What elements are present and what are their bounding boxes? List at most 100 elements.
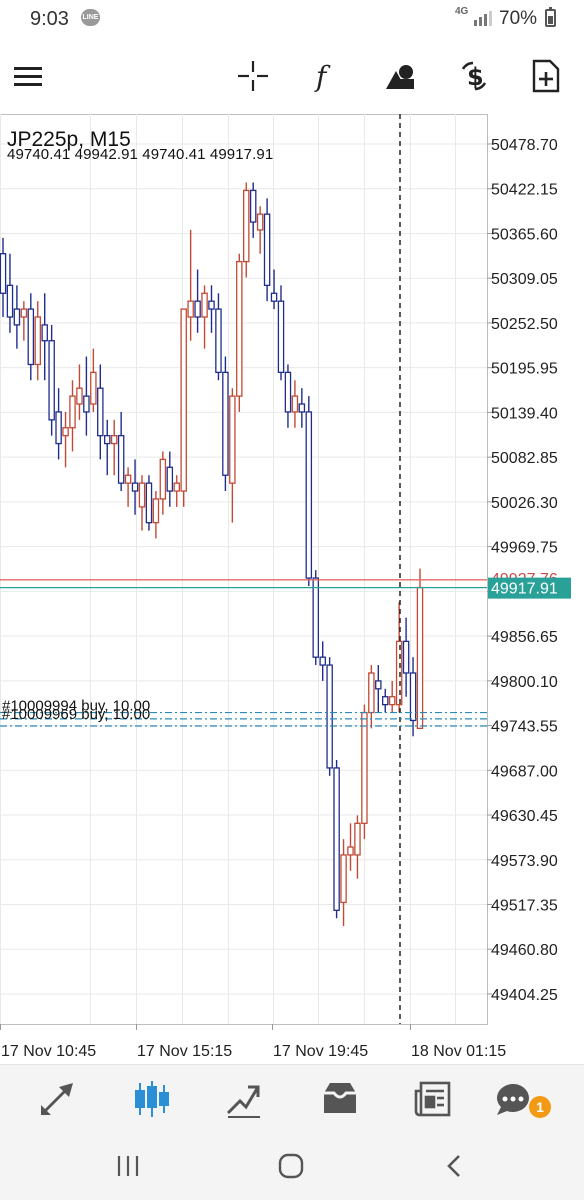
y-tick-label: 49969.75 xyxy=(491,540,558,557)
candle-body xyxy=(34,316,42,366)
candle-body xyxy=(124,474,132,484)
candle-body xyxy=(284,371,292,413)
candle-body xyxy=(48,340,55,421)
candle-body xyxy=(229,395,236,484)
battery-percent: 70% xyxy=(499,8,538,29)
y-tick-label: 50195.95 xyxy=(491,361,558,378)
ask-price-label: 49917.91 xyxy=(491,581,558,598)
candle-body xyxy=(354,822,361,856)
y-tick-label: 50139.40 xyxy=(491,405,558,422)
line-notification-icon: LINE xyxy=(81,9,100,26)
y-tick-label: 49687.00 xyxy=(491,763,558,780)
history-icon[interactable] xyxy=(316,1075,364,1123)
candle-body xyxy=(388,696,396,706)
order-label: #10009994 buy, 10.00 xyxy=(2,698,150,715)
back-icon[interactable] xyxy=(444,1153,464,1179)
candle-body xyxy=(319,656,326,666)
candle-body xyxy=(83,395,90,413)
y-tick-label: 50026.30 xyxy=(491,495,558,512)
candle-body xyxy=(13,308,21,326)
candle-body xyxy=(187,300,194,318)
clock: 9:03 xyxy=(30,8,69,30)
y-tick-label: 50422.15 xyxy=(491,182,558,199)
status-bar: 9:03 LINE 4G 70% xyxy=(0,0,584,38)
bottom-navigation xyxy=(0,1064,584,1133)
x-tick-label: 17 Nov 10:45 xyxy=(1,1043,96,1060)
quotes-icon[interactable] xyxy=(33,1075,81,1123)
svg-text:f: f xyxy=(314,60,331,92)
y-tick-label: 49743.55 xyxy=(491,719,558,736)
y-tick-label: 49460.80 xyxy=(491,942,558,959)
candle-body xyxy=(208,300,215,310)
price-chart[interactable]: 50478.70 50422.15 50365.60 50309.05 50252.50… xyxy=(0,114,584,1064)
candle-body xyxy=(375,680,382,690)
battery-icon xyxy=(545,7,556,27)
candle-body xyxy=(222,371,229,476)
candle-body xyxy=(326,664,333,769)
candle-body xyxy=(20,308,28,318)
candle-body xyxy=(173,482,180,492)
candle-body xyxy=(166,466,174,492)
new-order-icon[interactable] xyxy=(526,56,566,96)
candle-body xyxy=(131,482,139,492)
candle-body xyxy=(409,672,417,722)
signal-icon xyxy=(474,11,492,26)
candle-body xyxy=(69,395,76,429)
menu-icon[interactable] xyxy=(8,56,48,96)
candle-body xyxy=(416,586,424,730)
candle-body xyxy=(395,640,403,706)
y-tick-label: 49404.25 xyxy=(491,987,558,1004)
x-tick-label: 18 Nov 01:15 xyxy=(411,1043,506,1060)
candle-body xyxy=(201,292,208,318)
y-tick-label: 50082.85 xyxy=(491,450,558,467)
candle-body xyxy=(90,371,97,405)
candle-body xyxy=(215,308,222,374)
messages-badge: 1 xyxy=(529,1096,551,1118)
candle-body xyxy=(277,300,285,374)
candle-body xyxy=(236,260,243,397)
candle-body xyxy=(347,846,354,856)
home-icon[interactable] xyxy=(278,1153,304,1179)
candle-body xyxy=(368,672,375,714)
candle-body xyxy=(27,308,35,366)
candle-body xyxy=(381,696,389,706)
candle-body xyxy=(152,498,160,524)
system-navigation xyxy=(0,1132,584,1200)
messages-icon[interactable] xyxy=(489,1075,537,1123)
candle-body xyxy=(361,711,368,824)
candle-body xyxy=(110,435,118,445)
y-tick-label: 49517.35 xyxy=(491,898,558,915)
indicator-f-icon[interactable]: f xyxy=(305,56,345,96)
svg-text:$: $ xyxy=(467,63,484,91)
candle-body xyxy=(340,854,347,904)
chart-toolbar: f $ xyxy=(0,38,584,114)
x-tick-label: 17 Nov 15:15 xyxy=(137,1043,232,1060)
candle-body xyxy=(145,482,153,524)
candle-body xyxy=(270,292,278,302)
candle-body xyxy=(0,253,7,294)
chart-icon[interactable] xyxy=(128,1075,176,1123)
objects-icon[interactable] xyxy=(381,56,421,96)
recent-apps-icon[interactable] xyxy=(116,1154,140,1178)
candle-body xyxy=(55,411,62,445)
candlestick-chart[interactable]: 50478.70 50422.15 50365.60 50309.05 50252.50… xyxy=(0,114,584,1064)
candle-body xyxy=(249,189,257,223)
crosshair-icon[interactable] xyxy=(233,56,273,96)
y-tick-label: 50309.05 xyxy=(491,271,558,288)
y-tick-label: 49800.10 xyxy=(491,674,558,691)
candle-body xyxy=(6,284,14,318)
candle-body xyxy=(305,411,313,579)
candle-body xyxy=(62,427,69,437)
x-tick-label: 17 Nov 19:45 xyxy=(273,1043,368,1060)
y-tick-label: 49856.65 xyxy=(491,629,558,646)
y-tick-label: 50365.60 xyxy=(491,226,558,243)
trade-icon[interactable] xyxy=(220,1075,268,1123)
network-type: 4G xyxy=(455,6,469,17)
y-tick-label: 49630.45 xyxy=(491,808,558,825)
trade-icon[interactable]: $ xyxy=(454,56,494,96)
candle-body xyxy=(291,395,299,413)
ohlc-values: 49740.41 49942.91 49740.41 49917.91 xyxy=(7,146,274,163)
chart-title: JP225p, M15 xyxy=(7,128,131,151)
ask-price-box xyxy=(488,577,571,599)
news-icon[interactable] xyxy=(409,1075,457,1123)
